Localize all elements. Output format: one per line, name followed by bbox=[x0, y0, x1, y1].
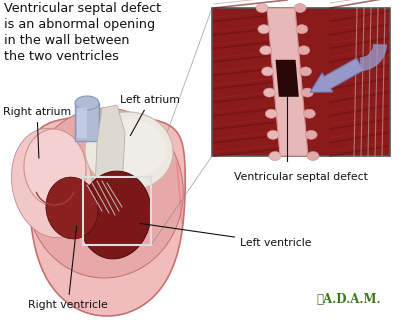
Ellipse shape bbox=[75, 96, 99, 110]
Ellipse shape bbox=[269, 151, 281, 161]
Ellipse shape bbox=[264, 88, 276, 97]
Ellipse shape bbox=[307, 151, 319, 161]
Ellipse shape bbox=[46, 177, 98, 239]
Ellipse shape bbox=[258, 25, 270, 34]
Ellipse shape bbox=[256, 4, 268, 12]
Ellipse shape bbox=[302, 88, 314, 97]
Text: Right atrium: Right atrium bbox=[3, 107, 71, 158]
Bar bbox=[75, 103, 99, 141]
Polygon shape bbox=[267, 8, 308, 156]
Text: Ventricular septal defect: Ventricular septal defect bbox=[234, 172, 368, 182]
Bar bbox=[212, 8, 390, 156]
Ellipse shape bbox=[260, 46, 272, 55]
Ellipse shape bbox=[303, 109, 315, 118]
Text: Left ventricle: Left ventricle bbox=[140, 223, 312, 248]
Ellipse shape bbox=[79, 171, 151, 259]
Ellipse shape bbox=[267, 130, 279, 139]
Ellipse shape bbox=[305, 130, 317, 139]
Ellipse shape bbox=[262, 67, 274, 76]
Ellipse shape bbox=[98, 119, 166, 177]
Ellipse shape bbox=[300, 67, 312, 76]
Text: Right ventricle: Right ventricle bbox=[28, 226, 108, 310]
Ellipse shape bbox=[298, 46, 310, 55]
FancyArrow shape bbox=[310, 58, 364, 92]
Ellipse shape bbox=[27, 108, 183, 278]
Ellipse shape bbox=[85, 112, 173, 190]
Text: Ventricular septal defect
is an abnormal opening
in the wall between
the two ven: Ventricular septal defect is an abnormal… bbox=[4, 2, 161, 63]
Ellipse shape bbox=[12, 128, 92, 238]
Ellipse shape bbox=[296, 25, 308, 34]
Ellipse shape bbox=[294, 4, 306, 12]
Polygon shape bbox=[87, 105, 125, 233]
Ellipse shape bbox=[265, 109, 277, 118]
Bar bbox=[77, 108, 87, 138]
Polygon shape bbox=[276, 60, 299, 97]
Text: Left atrium: Left atrium bbox=[120, 95, 180, 136]
Text: ★A.D.A.M.: ★A.D.A.M. bbox=[316, 293, 381, 306]
Polygon shape bbox=[29, 116, 185, 316]
Bar bbox=[83, 177, 151, 245]
Ellipse shape bbox=[24, 129, 86, 207]
